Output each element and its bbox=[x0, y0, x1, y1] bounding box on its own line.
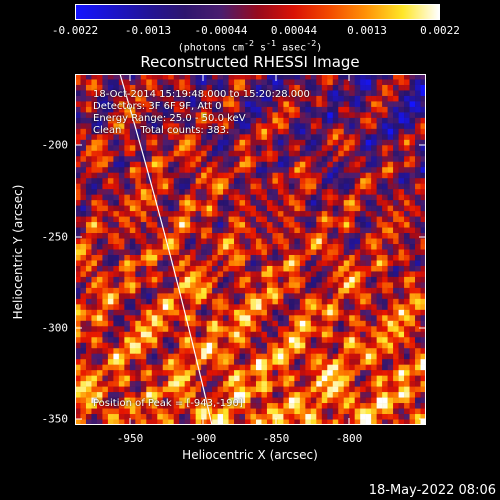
rhessi-image bbox=[75, 74, 426, 425]
annotation-peak-position: Position of Peak = [-943,-190] bbox=[93, 398, 243, 409]
solar-limb-line bbox=[119, 74, 213, 425]
plot-frame bbox=[75, 74, 426, 425]
annotation-detectors: Detectors: 3F 6F 9F, Att 0 bbox=[93, 101, 222, 112]
y-axis-label: Heliocentric Y (arcsec) bbox=[11, 184, 25, 320]
x-axis-label: Heliocentric X (arcsec) bbox=[182, 448, 318, 462]
y-tick-label: -350 bbox=[41, 412, 69, 426]
colorbar-tick: -0.0022 bbox=[51, 24, 99, 37]
y-tick-marks bbox=[75, 144, 426, 420]
y-tick-label: -300 bbox=[41, 321, 69, 335]
annotation-time-range: 18-Oct-2014 15:19:48.000 to 15:20:28.000 bbox=[93, 89, 310, 100]
colorbar-units: (photons cm-2 s-1 asec-2) bbox=[177, 38, 323, 54]
x-tick-label: -950 bbox=[116, 432, 144, 445]
y-tick-label: -200 bbox=[41, 138, 69, 152]
x-tick-label: -850 bbox=[262, 432, 290, 445]
x-tick-label: -900 bbox=[189, 432, 217, 445]
annotation-energy-range: Energy Range: 25.0 - 50.0 keV bbox=[93, 113, 246, 124]
colorbar-tick: -0.00044 bbox=[194, 24, 248, 37]
colorbar bbox=[75, 4, 440, 20]
colorbar-tick: 0.0013 bbox=[347, 24, 387, 37]
colorbar-tick: 0.00044 bbox=[270, 24, 318, 37]
annotation-clean-counts: Clean Total counts: 383. bbox=[93, 125, 230, 136]
colorbar-tick: -0.0013 bbox=[124, 24, 172, 37]
footer-timestamp: 18-May-2022 08:06 bbox=[368, 483, 496, 498]
x-tick-marks bbox=[129, 74, 350, 425]
image-title: Reconstructed RHESSI Image bbox=[140, 53, 360, 71]
x-tick-label: -800 bbox=[335, 432, 363, 445]
y-tick-label: -250 bbox=[41, 230, 69, 244]
colorbar-tick: 0.0022 bbox=[420, 24, 460, 37]
